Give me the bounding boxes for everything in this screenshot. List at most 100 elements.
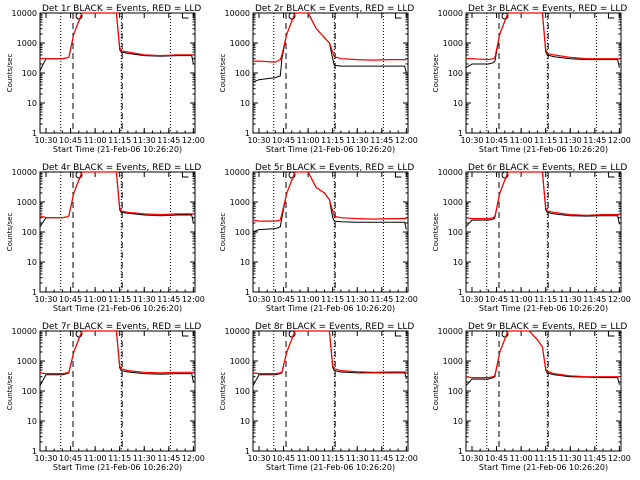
x-tick-label: 11:15	[108, 454, 131, 463]
x-tick-label: 11:45	[583, 454, 606, 463]
x-tick-label: 12:00	[182, 454, 205, 463]
panel-title: Det 3r BLACK = Events, RED = LLD	[468, 4, 627, 14]
bracket-marker	[607, 331, 615, 337]
y-axis-label: Counts/sec	[219, 372, 227, 411]
x-tick-label: 10:30	[460, 136, 483, 145]
x-tick-label: 10:30	[34, 295, 57, 304]
x-axis-label: Start Time (21-Feb-06 10:26:20)	[53, 463, 182, 472]
x-tick-label: 11:45	[583, 136, 606, 145]
x-tick-label: 11:45	[370, 454, 393, 463]
y-tick-label: 1000	[443, 357, 463, 366]
series-line-lld	[465, 171, 620, 220]
x-tick-label: 12:00	[395, 295, 418, 304]
x-tick-label: 11:00	[297, 136, 320, 145]
x-tick-label: 12:00	[182, 136, 205, 145]
x-tick-label: 12:00	[608, 136, 631, 145]
x-tick-label: 11:30	[346, 136, 369, 145]
x-tick-label: 11:15	[534, 454, 557, 463]
y-tick-label: 10000	[12, 168, 37, 177]
x-tick-label: 11:30	[133, 454, 156, 463]
y-tick-label: 10	[27, 99, 37, 108]
panel-det-2: Det 2r BLACK = Events, RED = LLD 1 10 100 10…	[219, 4, 418, 154]
x-tick-label: 10:45	[272, 295, 295, 304]
x-axis-label: Start Time (21-Feb-06 10:26:20)	[266, 145, 395, 154]
x-tick-label: 11:45	[157, 454, 180, 463]
y-tick-label: 1000	[230, 198, 250, 207]
x-tick-label: 10:45	[485, 454, 508, 463]
panel-det-7: Det 7r BLACK = Events, RED = LLD 1 10 100 10…	[6, 322, 205, 472]
y-tick-label: 10000	[12, 327, 37, 336]
x-tick-label: 10:30	[34, 454, 57, 463]
panel-det-8: Det 8r BLACK = Events, RED = LLD 1 10 100 10…	[219, 322, 418, 472]
x-tick-label: 11:45	[370, 295, 393, 304]
series-line-lld	[39, 330, 194, 375]
x-tick-label: 10:30	[460, 454, 483, 463]
y-tick-label: 1000	[443, 39, 463, 48]
x-tick-label: 11:30	[559, 295, 582, 304]
y-axis-label: Counts/sec	[432, 54, 440, 93]
y-axis-label: Counts/sec	[6, 54, 14, 93]
y-tick-label: 10000	[438, 9, 463, 18]
y-tick-label: 1000	[230, 357, 250, 366]
y-tick-label: 1000	[17, 39, 37, 48]
x-tick-label: 12:00	[395, 454, 418, 463]
y-tick-label: 10	[453, 417, 463, 426]
y-axis-label: Counts/sec	[6, 372, 14, 411]
y-tick-label: 100	[235, 69, 250, 78]
bracket-marker	[394, 13, 402, 19]
y-tick-label: 100	[448, 387, 463, 396]
y-tick-label: 100	[22, 228, 37, 237]
series-line-lld	[466, 12, 620, 61]
panel-title: Det 2r BLACK = Events, RED = LLD	[255, 4, 414, 14]
y-tick-label: 10	[27, 417, 37, 426]
panel-title: Det 4r BLACK = Events, RED = LLD	[42, 163, 201, 173]
y-axis-label: Counts/sec	[432, 372, 440, 411]
x-axis-label: Start Time (21-Feb-06 10:26:20)	[266, 463, 395, 472]
panel-det-5: Det 5r BLACK = Events, RED = LLD 1 10 100 10…	[219, 163, 418, 313]
x-tick-label: 10:30	[247, 136, 270, 145]
series-line-lld	[40, 12, 194, 60]
y-tick-label: 10000	[12, 9, 37, 18]
x-tick-label: 11:15	[321, 295, 344, 304]
panel-det-6: Det 6r BLACK = Events, RED = LLD 1 10 100 10…	[432, 163, 631, 313]
y-tick-label: 10	[240, 258, 250, 267]
y-tick-label: 1	[458, 129, 463, 138]
y-axis-label: Counts/sec	[6, 213, 14, 252]
x-tick-label: 11:15	[321, 454, 344, 463]
y-tick-label: 10000	[225, 327, 250, 336]
x-tick-label: 11:45	[370, 136, 393, 145]
y-tick-label: 1	[245, 288, 250, 297]
panel-det-1: Det 1r BLACK = Events, RED = LLD 1 10 100 10…	[6, 4, 205, 154]
y-tick-label: 1	[32, 129, 37, 138]
panel-title: Det 9r BLACK = Events, RED = LLD	[468, 322, 627, 332]
y-tick-label: 100	[448, 69, 463, 78]
x-tick-label: 11:15	[108, 295, 131, 304]
x-tick-label: 11:00	[297, 295, 320, 304]
y-tick-label: 1	[245, 447, 250, 456]
plot-frame	[252, 330, 409, 452]
series-line-lld	[253, 12, 407, 63]
x-tick-label: 11:15	[534, 136, 557, 145]
x-tick-label: 11:45	[583, 295, 606, 304]
x-tick-label: 10:45	[59, 295, 82, 304]
series-line-events	[252, 12, 407, 83]
x-tick-label: 11:30	[559, 454, 582, 463]
y-tick-label: 1	[32, 288, 37, 297]
y-tick-label: 10	[27, 258, 37, 267]
series-line-lld	[39, 171, 194, 219]
y-axis-label: Counts/sec	[432, 213, 440, 252]
panel-title: Det 7r BLACK = Events, RED = LLD	[42, 322, 201, 332]
x-tick-label: 11:45	[157, 136, 180, 145]
bracket-marker	[181, 13, 189, 19]
series-line-lld	[252, 330, 407, 375]
x-tick-label: 11:30	[346, 454, 369, 463]
y-tick-label: 100	[235, 228, 250, 237]
panel-title: Det 8r BLACK = Events, RED = LLD	[255, 322, 414, 332]
panel-det-9: Det 9r BLACK = Events, RED = LLD 1 10 100 10…	[432, 322, 631, 472]
x-tick-label: 11:00	[510, 136, 533, 145]
x-tick-label: 11:15	[321, 136, 344, 145]
x-tick-label: 11:45	[157, 295, 180, 304]
x-tick-label: 10:45	[485, 295, 508, 304]
x-tick-label: 10:45	[59, 454, 82, 463]
bracket-marker	[181, 331, 189, 337]
